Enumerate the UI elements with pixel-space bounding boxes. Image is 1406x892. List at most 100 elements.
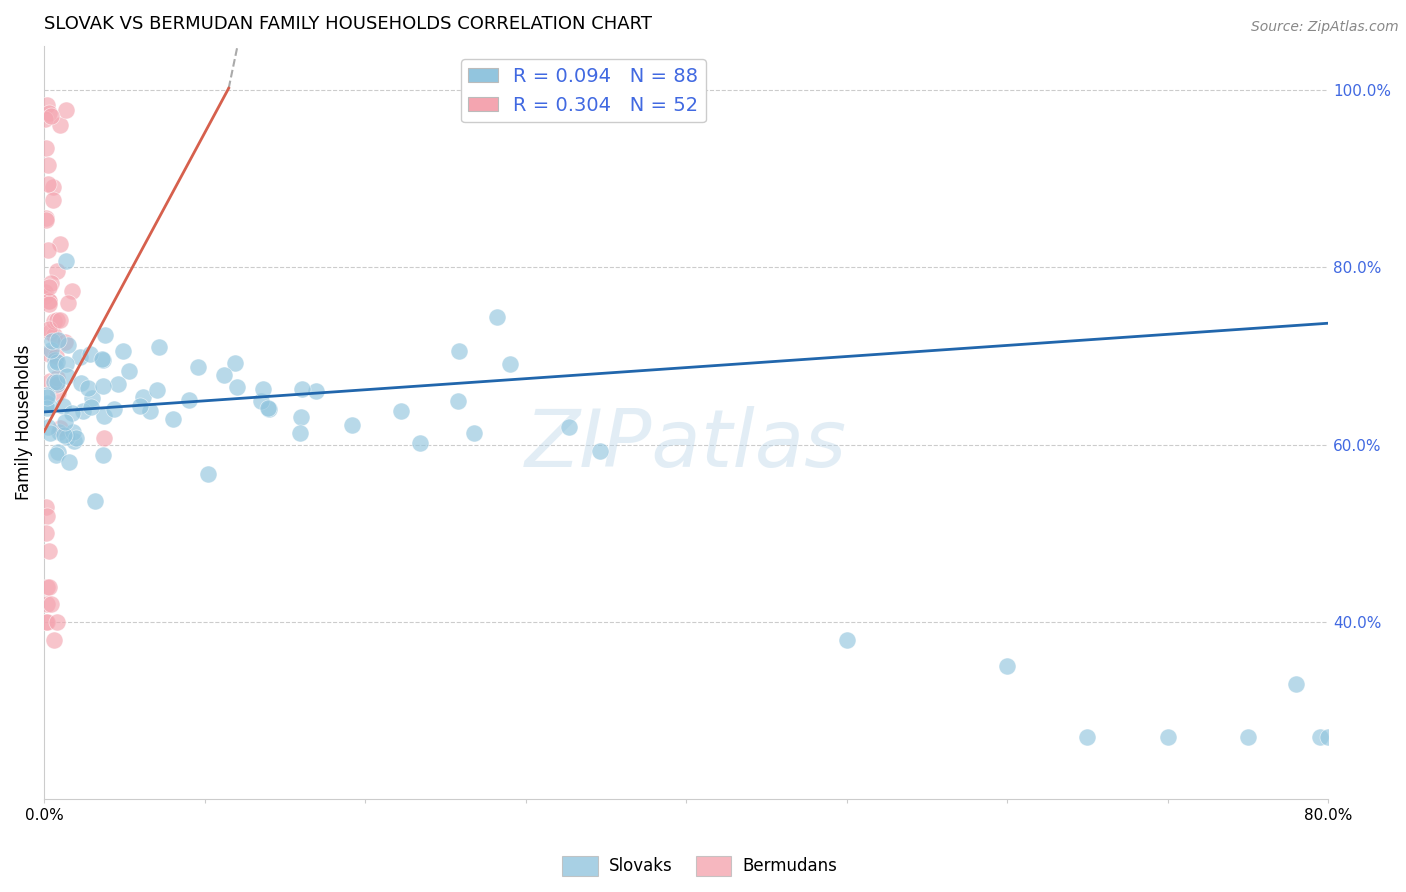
Point bbox=[162, 411, 184, 425]
Point bbox=[77, 381, 100, 395]
Point bbox=[252, 382, 274, 396]
Point bbox=[146, 383, 169, 397]
Point bbox=[38, 296, 60, 310]
Legend: R = 0.094   N = 88, R = 0.304   N = 52: R = 0.094 N = 88, R = 0.304 N = 52 bbox=[461, 59, 706, 122]
Point bbox=[177, 393, 200, 408]
Point bbox=[112, 343, 135, 358]
Point bbox=[558, 420, 581, 434]
Point bbox=[44, 314, 66, 328]
Point bbox=[90, 351, 112, 366]
Text: Source: ZipAtlas.com: Source: ZipAtlas.com bbox=[1251, 20, 1399, 34]
Point bbox=[35, 141, 58, 155]
Point bbox=[35, 211, 58, 225]
Point bbox=[257, 401, 280, 415]
Point bbox=[38, 106, 60, 120]
Point bbox=[37, 615, 59, 629]
Point bbox=[56, 368, 79, 383]
Point bbox=[288, 425, 311, 440]
Point bbox=[94, 328, 117, 343]
Point bbox=[45, 377, 67, 392]
Point bbox=[46, 264, 69, 278]
Point bbox=[46, 615, 69, 629]
Point bbox=[38, 293, 60, 308]
Point bbox=[53, 428, 76, 442]
Point bbox=[49, 313, 72, 327]
Point bbox=[1156, 731, 1178, 745]
Y-axis label: Family Households: Family Households bbox=[15, 345, 32, 500]
Point bbox=[91, 379, 114, 393]
Point bbox=[103, 402, 125, 417]
Point bbox=[63, 434, 86, 448]
Point bbox=[39, 343, 62, 357]
Point bbox=[84, 494, 107, 508]
Point bbox=[45, 371, 67, 385]
Text: Bermudans: Bermudans bbox=[742, 857, 837, 875]
Point bbox=[45, 349, 67, 363]
Point bbox=[132, 390, 155, 404]
Point bbox=[197, 467, 219, 481]
Point bbox=[35, 615, 58, 629]
Point bbox=[41, 334, 63, 348]
Point bbox=[49, 118, 72, 132]
Point bbox=[56, 296, 79, 310]
Point bbox=[257, 401, 280, 416]
Text: SLOVAK VS BERMUDAN FAMILY HOUSEHOLDS CORRELATION CHART: SLOVAK VS BERMUDAN FAMILY HOUSEHOLDS COR… bbox=[44, 15, 652, 33]
Point bbox=[53, 415, 76, 429]
Point bbox=[62, 406, 84, 420]
Point bbox=[290, 409, 312, 424]
Point bbox=[224, 356, 246, 370]
Point bbox=[1237, 731, 1260, 745]
Point bbox=[48, 425, 70, 439]
Point bbox=[46, 375, 69, 389]
Point bbox=[37, 420, 59, 434]
Point bbox=[34, 289, 56, 303]
Point bbox=[38, 347, 60, 361]
Point bbox=[56, 337, 79, 351]
Point bbox=[44, 353, 66, 368]
Point bbox=[49, 421, 72, 435]
Point bbox=[187, 359, 209, 374]
Point bbox=[91, 352, 114, 367]
Point bbox=[60, 284, 83, 298]
Point bbox=[835, 632, 858, 647]
Text: ZIPatlas: ZIPatlas bbox=[524, 406, 848, 484]
Point bbox=[305, 384, 328, 399]
Point bbox=[37, 580, 59, 594]
Point bbox=[499, 357, 522, 371]
Point bbox=[447, 343, 470, 358]
Point bbox=[249, 393, 271, 408]
Point bbox=[58, 455, 80, 469]
Point bbox=[62, 425, 84, 440]
Point bbox=[39, 276, 62, 290]
Point bbox=[37, 177, 59, 191]
Point bbox=[38, 580, 60, 594]
Point bbox=[447, 393, 470, 408]
Point bbox=[37, 508, 59, 523]
Point bbox=[45, 313, 67, 327]
Point bbox=[39, 598, 62, 612]
Point bbox=[42, 193, 65, 207]
Point bbox=[93, 431, 115, 445]
Point bbox=[42, 376, 65, 390]
Point bbox=[72, 404, 94, 418]
Point bbox=[37, 401, 59, 416]
Point bbox=[37, 390, 59, 404]
Point bbox=[589, 443, 612, 458]
Point bbox=[46, 333, 69, 347]
Point bbox=[79, 346, 101, 360]
Point bbox=[35, 213, 58, 227]
Point bbox=[1317, 731, 1340, 745]
Point bbox=[46, 376, 69, 391]
Point bbox=[55, 103, 77, 117]
Point bbox=[340, 417, 363, 432]
Point bbox=[38, 322, 60, 336]
Point bbox=[56, 430, 79, 444]
Point bbox=[80, 400, 103, 414]
Point bbox=[107, 377, 129, 392]
Point bbox=[37, 158, 59, 172]
Point bbox=[129, 399, 152, 413]
Point bbox=[995, 659, 1018, 673]
Point bbox=[70, 376, 93, 390]
Point bbox=[485, 310, 508, 324]
Point bbox=[37, 396, 59, 410]
